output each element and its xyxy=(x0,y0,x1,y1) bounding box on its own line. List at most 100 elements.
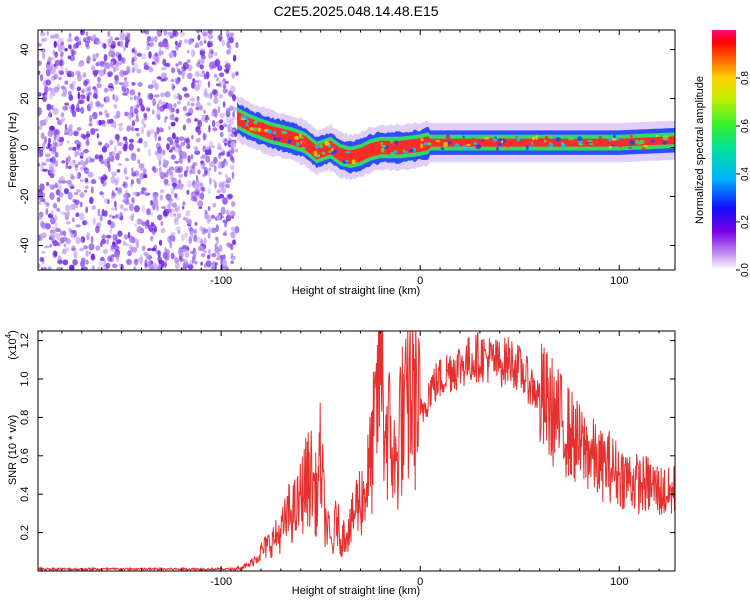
noise-speck xyxy=(69,204,75,211)
noise-speck xyxy=(52,146,57,154)
colorbar-tick-label: 0.0 xyxy=(740,263,750,277)
noise-speck xyxy=(72,146,77,151)
noise-speck xyxy=(83,167,88,171)
noise-speck xyxy=(170,252,175,260)
noise-speck xyxy=(224,60,229,66)
noise-speck xyxy=(174,160,180,164)
noise-speck xyxy=(113,245,120,251)
noise-speck xyxy=(172,142,176,149)
noise-speck xyxy=(68,227,71,233)
noise-speck xyxy=(74,36,79,42)
noise-speck xyxy=(219,112,225,119)
noise-speck xyxy=(38,143,41,147)
noise-speck xyxy=(95,100,101,107)
ridge-blob xyxy=(532,142,537,145)
snr-ytick-label: 0.8 xyxy=(19,410,31,425)
noise-speck xyxy=(48,183,53,188)
noise-speck xyxy=(217,161,223,169)
noise-speck xyxy=(199,50,203,56)
noise-speck xyxy=(39,257,44,262)
noise-speck xyxy=(122,193,129,199)
noise-speck xyxy=(148,263,154,270)
noise-speck xyxy=(73,159,76,164)
noise-speck xyxy=(90,186,94,194)
noise-speck xyxy=(62,105,66,110)
noise-speck xyxy=(38,107,43,115)
noise-speck xyxy=(182,206,185,210)
noise-speck xyxy=(138,98,143,106)
noise-speck xyxy=(123,70,130,74)
noise-speck xyxy=(143,112,148,118)
noise-speck xyxy=(45,79,52,86)
noise-speck xyxy=(232,106,238,112)
noise-speck xyxy=(230,260,235,265)
noise-speck xyxy=(133,258,139,266)
ridge-blob xyxy=(295,142,300,147)
noise-speck xyxy=(98,260,104,267)
noise-speck xyxy=(54,142,58,148)
noise-speck xyxy=(152,165,157,174)
ridge-blob xyxy=(577,140,583,144)
ridge-blob xyxy=(282,135,288,139)
noise-speck xyxy=(113,103,118,109)
noise-speck xyxy=(70,230,76,234)
noise-speck xyxy=(38,70,41,74)
noise-speck xyxy=(162,251,168,259)
noise-speck xyxy=(171,78,174,83)
noise-speck xyxy=(38,43,43,47)
noise-speck xyxy=(103,87,109,93)
ridge-blob xyxy=(469,135,474,138)
noise-speck xyxy=(38,213,42,218)
noise-speck xyxy=(212,202,217,208)
ridge-blob xyxy=(454,143,460,148)
noise-speck xyxy=(230,140,236,149)
noise-speck xyxy=(73,199,80,205)
noise-speck xyxy=(113,121,117,129)
noise-speck xyxy=(163,178,169,185)
noise-speck xyxy=(174,136,180,144)
snr-xtick-label: 0 xyxy=(417,576,423,588)
noise-speck xyxy=(52,202,58,209)
noise-speck xyxy=(119,203,124,210)
ridge-blob xyxy=(561,143,566,149)
snr-line-series xyxy=(38,331,675,571)
noise-speck xyxy=(150,128,154,134)
noise-speck xyxy=(168,211,175,218)
noise-speck xyxy=(124,243,130,247)
noise-speck xyxy=(98,141,103,146)
ridge-blob xyxy=(611,140,615,145)
noise-speck xyxy=(106,234,112,239)
noise-speck xyxy=(100,176,105,184)
ridge-blob xyxy=(331,145,336,148)
noise-speck xyxy=(42,198,46,203)
noise-speck xyxy=(88,91,92,96)
noise-speck xyxy=(190,81,196,89)
noise-speck xyxy=(169,114,175,121)
noise-speck xyxy=(175,197,180,201)
noise-speck xyxy=(41,250,46,254)
noise-speck xyxy=(207,42,213,48)
noise-speck xyxy=(143,113,148,121)
noise-speck xyxy=(75,203,79,208)
noise-speck xyxy=(41,192,46,198)
noise-speck xyxy=(229,210,236,217)
noise-speck xyxy=(112,215,115,219)
noise-speck xyxy=(121,33,126,38)
noise-speck xyxy=(209,161,215,168)
ridge-blob xyxy=(648,145,652,149)
spectrogram-marks xyxy=(38,30,675,270)
noise-speck xyxy=(226,49,231,55)
noise-speck xyxy=(175,108,180,114)
ridge-blob xyxy=(481,139,484,142)
svg-text:(x104): (x104) xyxy=(4,330,19,360)
noise-speck xyxy=(182,249,187,253)
noise-speck xyxy=(134,127,140,132)
noise-speck xyxy=(181,266,187,270)
noise-speck xyxy=(84,185,89,189)
noise-speck xyxy=(175,226,181,231)
noise-speck xyxy=(144,259,148,267)
ridge-blob xyxy=(629,134,633,138)
noise-speck xyxy=(190,49,196,58)
noise-speck xyxy=(70,175,76,180)
noise-speck xyxy=(193,229,197,234)
